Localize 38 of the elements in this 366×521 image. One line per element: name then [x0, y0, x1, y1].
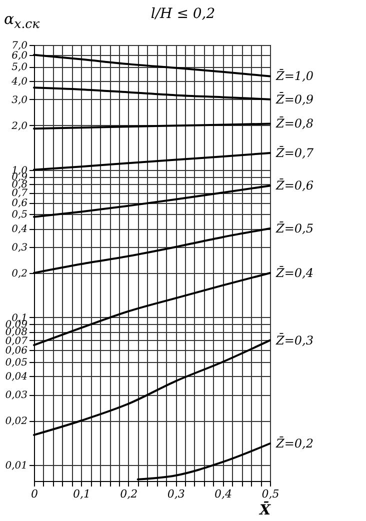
series-label: Z̄=0,4 [275, 266, 314, 280]
y-tick-label: 0,06 [5, 346, 28, 357]
x-tick-label: 0,1 [72, 488, 90, 500]
series-label: Z̄=0,2 [275, 436, 314, 450]
chart-title: l/H ≤ 0,2 [150, 6, 216, 22]
y-tick-label: 0,2 [12, 268, 28, 280]
y-tick-label: 0,7 [12, 188, 28, 200]
series-label: Z̄=0,3 [275, 333, 314, 348]
y-tick-label: 6,0 [12, 50, 28, 62]
y-tick-label: 0,05 [5, 357, 28, 368]
x-tick-label: 0,4 [214, 488, 232, 500]
y-tick-label: 0,5 [12, 210, 28, 221]
series-label: Z̄=0,5 [275, 221, 314, 236]
x-tick-label: 0,3 [167, 488, 185, 500]
y-tick-label: 0,02 [5, 416, 28, 428]
y-tick-label: 4,0 [10, 76, 28, 88]
y-tick-label: 0,3 [12, 242, 28, 254]
y-tick-label: 2,0 [10, 120, 28, 132]
y-tick-label: 0,01 [5, 460, 28, 472]
y-tick-label: 0,07 [5, 336, 28, 347]
y-tick-label: 0,03 [5, 390, 28, 402]
y-tick-label: 7,0 [12, 40, 28, 52]
y-axis-title: α$_{х.ск}$ [4, 10, 40, 31]
series-label: Z̄=0,9 [275, 92, 314, 106]
y-tick-label: 1,0 [12, 165, 28, 176]
x-tick-label: 0,5 [262, 488, 280, 500]
x-tick-label: 0 [31, 488, 38, 500]
series-label: Z̄=0,8 [275, 116, 314, 131]
series-label: Z̄=0,7 [275, 146, 314, 160]
y-tick-label: 0,6 [12, 198, 28, 210]
y-tick-label: 0,04 [5, 372, 28, 383]
y-tick-label: 5,0 [12, 62, 28, 74]
series-label: Z̄=1,0 [275, 69, 314, 84]
x-axis-title: X̄ [258, 500, 272, 518]
y-tick-label: 0,4 [12, 224, 28, 236]
x-tick-label: 0,2 [120, 488, 138, 500]
y-tick-label: 3,0 [12, 94, 28, 106]
series-label: Z̄=0,6 [275, 178, 314, 193]
